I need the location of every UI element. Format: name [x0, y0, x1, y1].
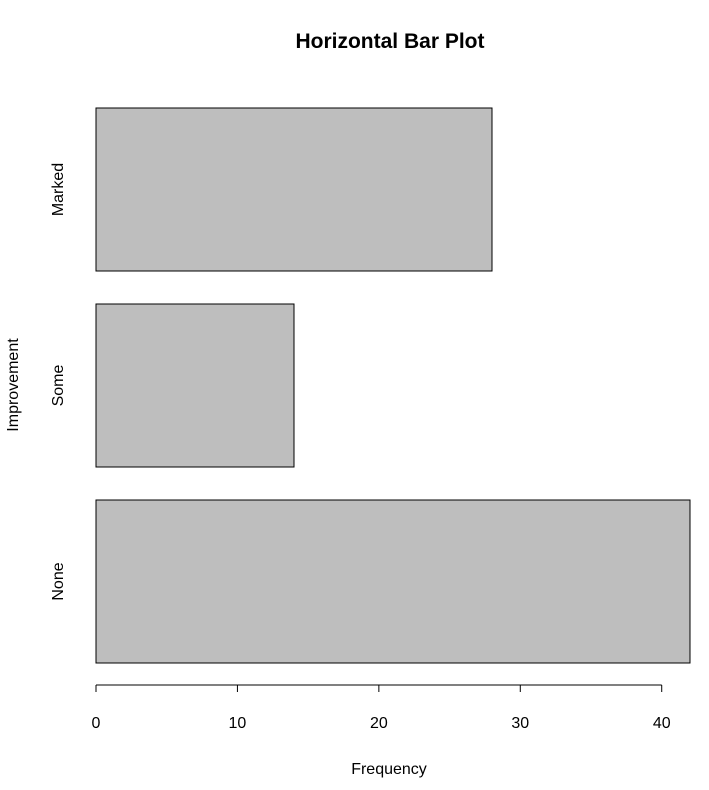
x-tick-label: 40 [653, 715, 671, 732]
bar-none [95, 499, 691, 664]
x-axis: 0 10 20 30 40 [92, 684, 671, 732]
x-tick-label: 0 [92, 715, 101, 732]
x-axis-label: Frequency [351, 761, 427, 778]
x-tick-label: 20 [370, 715, 388, 732]
y-tick-label-some: Some [50, 365, 67, 407]
y-tick-label-none: None [50, 562, 67, 600]
chart-title: Horizontal Bar Plot [295, 30, 484, 53]
y-tick-label-marked: Marked [50, 163, 67, 216]
x-tick-label: 10 [229, 715, 247, 732]
y-tick-labels: None Some Marked [50, 163, 67, 601]
bar-marked [95, 107, 493, 272]
bars-group [95, 107, 691, 664]
bar-some [95, 303, 295, 468]
x-tick-label: 30 [511, 715, 529, 732]
y-axis-label: Improvement [5, 338, 22, 432]
